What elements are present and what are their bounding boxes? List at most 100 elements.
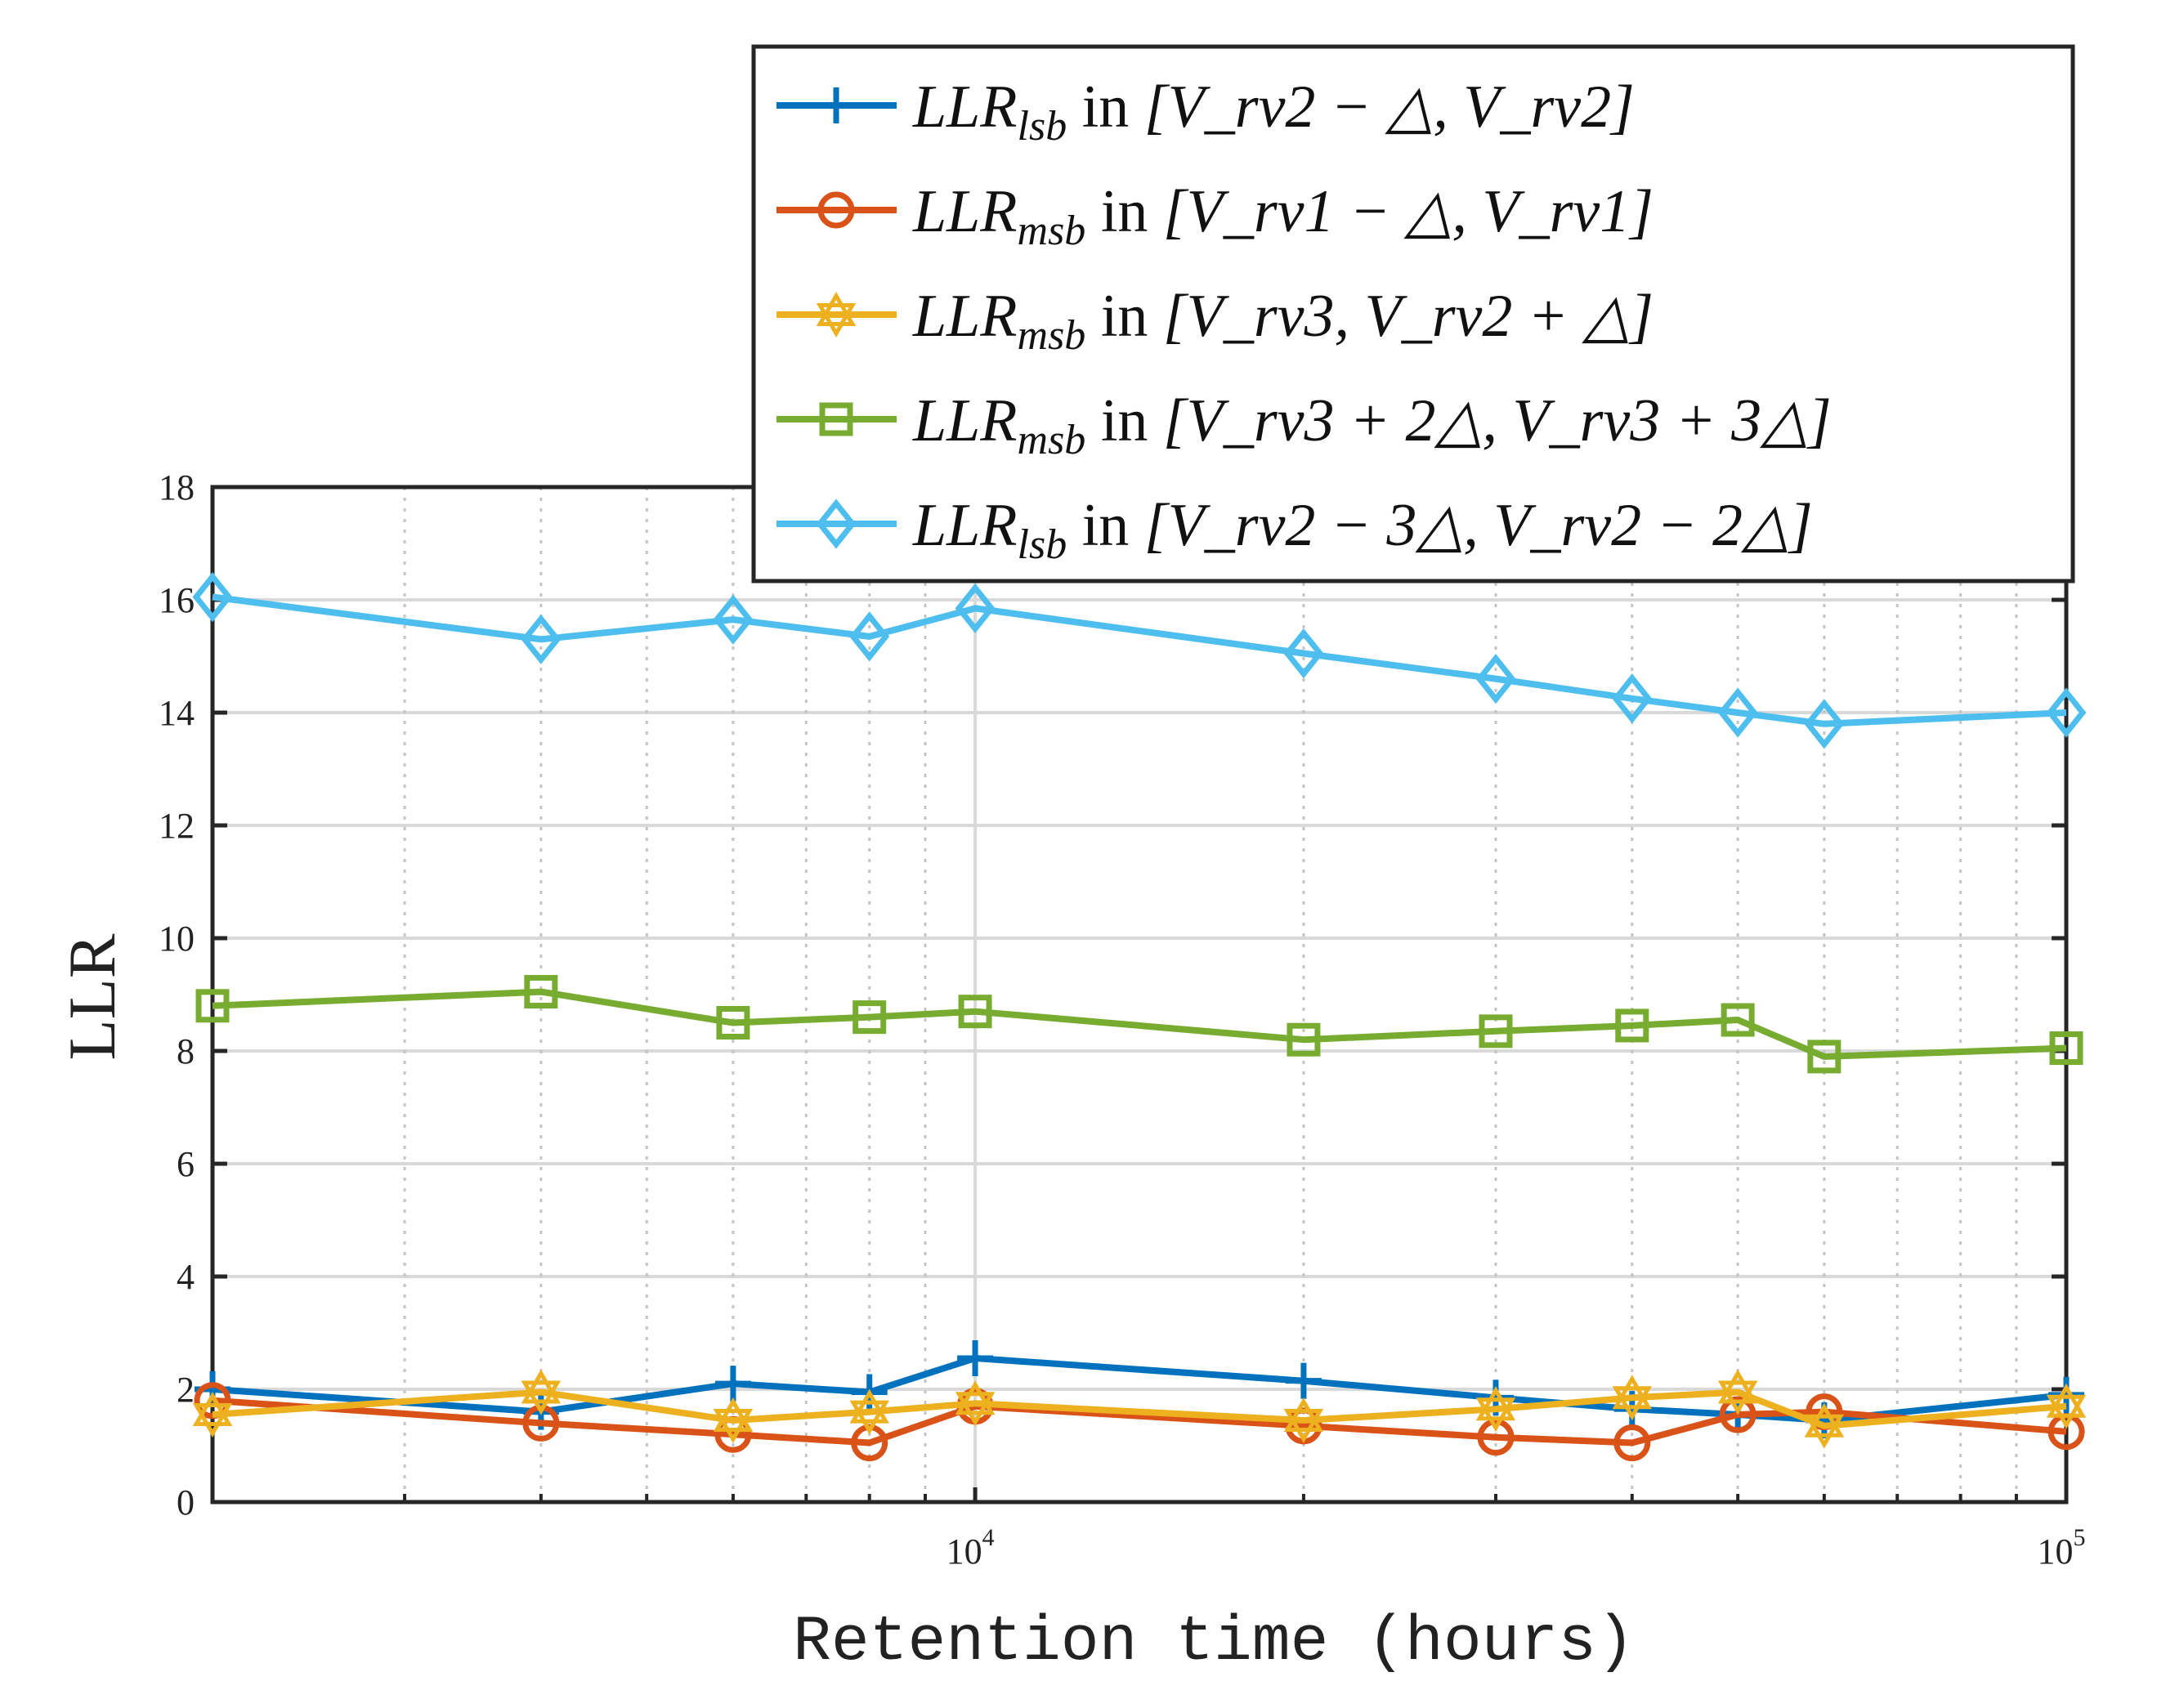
legend-label: LLRlsb in [V_rv2 − 3△, V_rv2 − 2△] xyxy=(912,492,1813,568)
data-point xyxy=(195,989,230,1023)
hexagram-marker xyxy=(816,291,857,326)
y-axis-label: LLR xyxy=(55,933,129,1060)
legend-label: LLRlsb in [V_rv2 − △, V_rv2] xyxy=(912,74,1635,150)
legend-subscript: msb xyxy=(1018,417,1086,463)
hexagram-marker xyxy=(849,1388,889,1424)
y-tick-label: 6 xyxy=(177,1144,195,1184)
data-point xyxy=(849,1388,889,1435)
circle-marker xyxy=(1613,1424,1651,1462)
square-marker xyxy=(958,995,992,1029)
legend-entry-4: LLRmsb in [V_rv3 + 2△, V_rv3 + 3△] xyxy=(776,387,1832,463)
square-marker xyxy=(195,989,230,1023)
legend-entry-1: LLRlsb in [V_rv2 − △, V_rv2] xyxy=(776,74,1635,150)
hexagram-marker xyxy=(1804,1414,1845,1449)
data-point xyxy=(192,1391,233,1438)
hexagram-marker xyxy=(192,1391,233,1426)
data-point xyxy=(714,1366,751,1402)
data-point xyxy=(1285,1362,1322,1399)
series-line xyxy=(212,1397,2067,1446)
data-point xyxy=(2049,1031,2083,1066)
data-point xyxy=(2046,1383,2087,1429)
legend-main: LLR xyxy=(912,492,1018,559)
hexagram-marker xyxy=(1717,1369,1758,1404)
hexagram-marker xyxy=(713,1397,754,1432)
hexagram-marker xyxy=(521,1380,562,1415)
hexagram-marker xyxy=(1475,1386,1516,1421)
diamond-marker xyxy=(1475,653,1516,704)
square-marker xyxy=(1807,1040,1842,1074)
legend-subscript: lsb xyxy=(1018,521,1067,568)
circle-marker xyxy=(194,1382,231,1420)
hexagram-marker xyxy=(1612,1375,1653,1410)
legend-in: in xyxy=(1067,492,1144,559)
square-marker xyxy=(524,975,558,1009)
x-tick-exponent: 4 xyxy=(982,1524,995,1551)
hexagram-marker xyxy=(2046,1383,2087,1418)
data-point xyxy=(849,611,890,662)
data-point xyxy=(1717,687,1758,738)
legend-entry-5: LLRlsb in [V_rv2 − 3△, V_rv2 − 2△] xyxy=(776,492,1813,568)
series-3 xyxy=(192,1369,2087,1449)
y-tick-label: 12 xyxy=(159,806,195,846)
x-axis-label: Retention time (hours) xyxy=(793,1607,1635,1679)
hexagram-marker xyxy=(521,1369,562,1404)
hexagram-marker xyxy=(1283,1397,1324,1432)
legend-main: LLR xyxy=(912,387,1018,454)
square-marker xyxy=(2049,1031,2083,1066)
data-point xyxy=(1287,1022,1321,1057)
hexagram-marker xyxy=(849,1400,889,1435)
hexagram-marker xyxy=(713,1409,754,1444)
data-point xyxy=(1721,1003,1755,1037)
legend-range: [V_rv1 − △, V_rv1] xyxy=(1163,178,1654,245)
circle-marker xyxy=(1477,1419,1515,1456)
hexagram-marker xyxy=(1717,1380,1758,1415)
data-point xyxy=(1283,628,1324,679)
legend: LLRlsb in [V_rv2 − △, V_rv2]LLRmsb in [V… xyxy=(751,44,2075,583)
axis-labels: LLR Retention time (hours) xyxy=(55,933,1635,1679)
circle-marker xyxy=(817,191,855,229)
data-point xyxy=(1479,1014,1513,1048)
x-tick-label: 105 xyxy=(2038,1524,2086,1572)
data-point xyxy=(958,995,992,1029)
legend-entry-2: LLRmsb in [V_rv1 − △, V_rv1] xyxy=(776,178,1654,254)
diamond-marker xyxy=(1717,687,1758,738)
square-marker xyxy=(819,402,853,436)
series-5 xyxy=(192,571,2087,749)
legend-entry-3: LLRmsb in [V_rv3, V_rv2 + △] xyxy=(776,283,1654,359)
legend-subscript: msb xyxy=(1018,208,1086,254)
legend-in: in xyxy=(1085,178,1163,245)
series-line xyxy=(212,1388,2067,1429)
data-point xyxy=(1477,1419,1515,1456)
legend-range: [V_rv3, V_rv2 + △] xyxy=(1163,283,1654,350)
data-point xyxy=(1613,1424,1651,1462)
circle-marker xyxy=(1719,1396,1756,1433)
square-marker xyxy=(1287,1022,1321,1057)
data-point xyxy=(524,975,558,1009)
legend-subscript: msb xyxy=(1018,312,1086,359)
data-point xyxy=(955,1380,996,1427)
hexagram-marker xyxy=(1612,1386,1653,1421)
x-tick-base: 10 xyxy=(2038,1531,2074,1572)
y-tick-label: 14 xyxy=(159,693,195,733)
legend-range: [V_rv2 − 3△, V_rv2 − 2△] xyxy=(1144,492,1813,559)
diamond-marker xyxy=(2046,687,2087,738)
hexagram-marker xyxy=(816,303,857,338)
hexagram-marker xyxy=(1804,1402,1845,1437)
diamond-marker xyxy=(713,594,754,645)
legend-label: LLRmsb in [V_rv3, V_rv2 + △] xyxy=(912,283,1654,359)
data-point xyxy=(716,1006,750,1040)
square-marker xyxy=(1615,1008,1649,1043)
diamond-marker xyxy=(521,614,562,664)
data-point xyxy=(853,1000,887,1035)
data-point xyxy=(1283,1397,1324,1444)
data-point xyxy=(1612,673,1653,724)
diamond-marker xyxy=(955,583,996,633)
data-point xyxy=(1804,699,1845,749)
legend-main: LLR xyxy=(912,178,1018,245)
data-point xyxy=(1475,653,1516,704)
data-point xyxy=(192,571,233,623)
series-line xyxy=(212,988,2067,1060)
series-layer xyxy=(192,571,2087,1462)
legend-subscript: lsb xyxy=(1018,103,1067,150)
